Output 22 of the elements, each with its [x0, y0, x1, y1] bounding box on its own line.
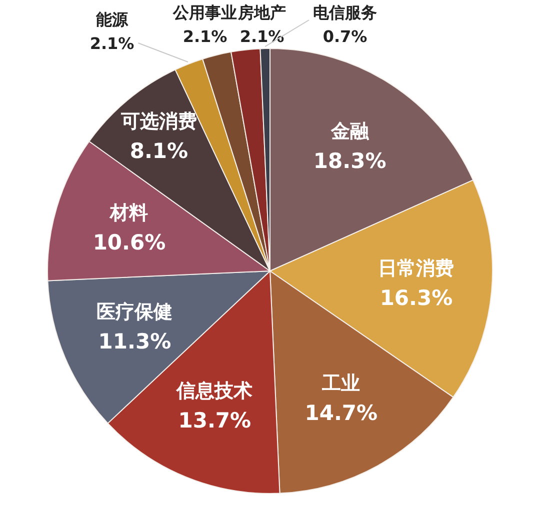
data-label: 2.1%	[182, 27, 228, 46]
data-label: 14.7%	[304, 400, 378, 425]
data-label: 11.3%	[98, 330, 172, 354]
data-label: 10.6%	[92, 230, 166, 255]
data-label: 8.1%	[130, 139, 188, 164]
slice-label: 能源	[96, 10, 129, 30]
slice-label: 房地产	[237, 3, 286, 22]
slice-label: 金融	[330, 120, 370, 143]
data-label: 2.1%	[240, 27, 284, 46]
slice-label: 日常消费	[378, 257, 454, 280]
slice-label: 可选消费	[120, 110, 197, 133]
slice-label: 材料	[109, 202, 148, 224]
data-label: 2.1%	[90, 34, 134, 54]
slice-label: 工业	[321, 372, 360, 394]
data-label: 18.3%	[313, 149, 386, 174]
data-label: 0.7%	[322, 27, 368, 46]
slice-label: 医疗保健	[96, 300, 173, 323]
data-label: 13.7%	[178, 408, 252, 432]
slice-label: 电信服务	[313, 3, 377, 22]
slice-label: 公用事业	[172, 3, 237, 22]
data-label: 16.3%	[380, 286, 453, 310]
slice-label: 信息技术	[176, 380, 253, 402]
